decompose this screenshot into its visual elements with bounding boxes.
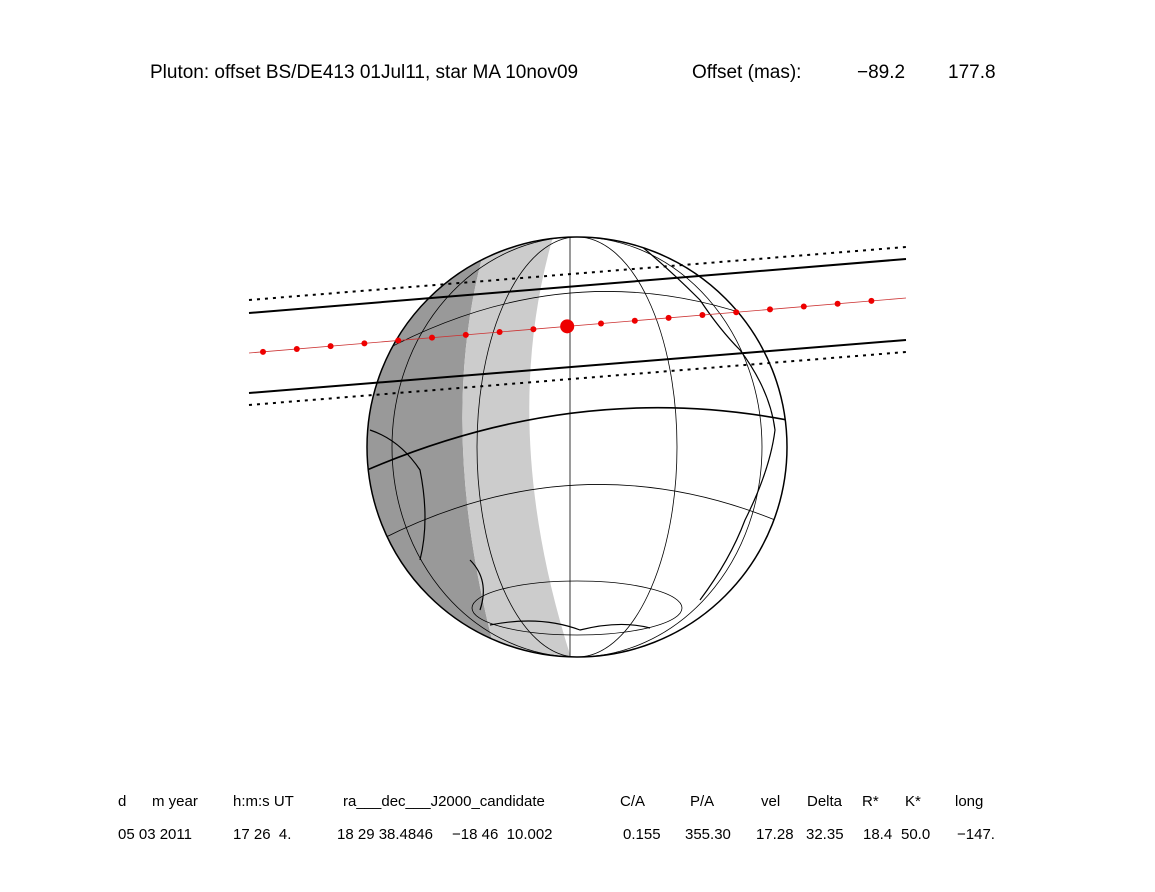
time-dot: [834, 300, 841, 307]
twilight-shade: [462, 237, 575, 657]
centerline: [248, 297, 907, 354]
column-header: R*: [862, 793, 879, 810]
column-header: m year: [152, 793, 198, 810]
cell: 50.0: [901, 826, 930, 843]
shadow-limit: [248, 258, 907, 314]
offset-value: −89.2: [857, 62, 905, 83]
cell: 17.28: [756, 826, 794, 843]
ephemeris-table: d m year h:m:s UT ra___dec___J2000_candidat…: [118, 793, 995, 843]
column-header: Delta: [807, 793, 843, 810]
time-dot: [395, 337, 402, 344]
time-dot: [631, 317, 638, 324]
shadow-limit: [248, 339, 907, 394]
cell: 32.35: [806, 826, 844, 843]
cell: 18.4: [863, 826, 892, 843]
column-header: d: [118, 793, 126, 810]
error-limit: [248, 351, 907, 406]
time-dot: [462, 331, 469, 338]
globe-outline: [366, 236, 788, 658]
column-header: K*: [905, 793, 921, 810]
column-header: C/A: [620, 793, 645, 810]
error-limit: [248, 246, 907, 301]
column-header: P/A: [690, 793, 714, 810]
time-dot: [560, 319, 575, 334]
time-dot: [361, 340, 368, 347]
cell: 17 26 4.: [233, 826, 291, 843]
time-dot: [327, 343, 334, 350]
time-dot: [530, 326, 537, 333]
time-marks: [260, 297, 875, 355]
cell: 355.30: [685, 826, 731, 843]
cell: 05 03 2011: [118, 826, 192, 843]
cell: 18 29 38.4846: [337, 826, 433, 843]
offset-value: 177.8: [948, 62, 996, 83]
column-header: h:m:s UT: [233, 793, 294, 810]
globe: [366, 236, 788, 658]
shadow-path: [248, 246, 907, 406]
time-dot: [598, 320, 604, 327]
time-dot: [665, 314, 672, 321]
cell: −18 46 10.002: [452, 826, 553, 843]
time-dot: [733, 309, 740, 316]
time-dot: [868, 297, 875, 304]
column-header: ra___dec___J2000_candidate: [343, 793, 545, 810]
time-dot: [260, 348, 266, 355]
graticule: [367, 237, 787, 657]
offset-label: Offset (mas):: [692, 62, 801, 83]
cell: 0.155: [623, 826, 661, 843]
time-dot: [699, 312, 706, 319]
column-header: vel: [761, 793, 780, 810]
title: Pluton: offset BS/DE413 01Jul11, star MA…: [150, 62, 578, 83]
time-dot: [496, 329, 503, 336]
column-header: long: [955, 793, 983, 810]
cell: −147.: [957, 826, 995, 843]
coastlines: [369, 244, 776, 631]
time-dot: [800, 303, 807, 310]
time-dot: [293, 345, 300, 352]
time-dot: [429, 334, 435, 341]
time-dot: [767, 306, 773, 313]
